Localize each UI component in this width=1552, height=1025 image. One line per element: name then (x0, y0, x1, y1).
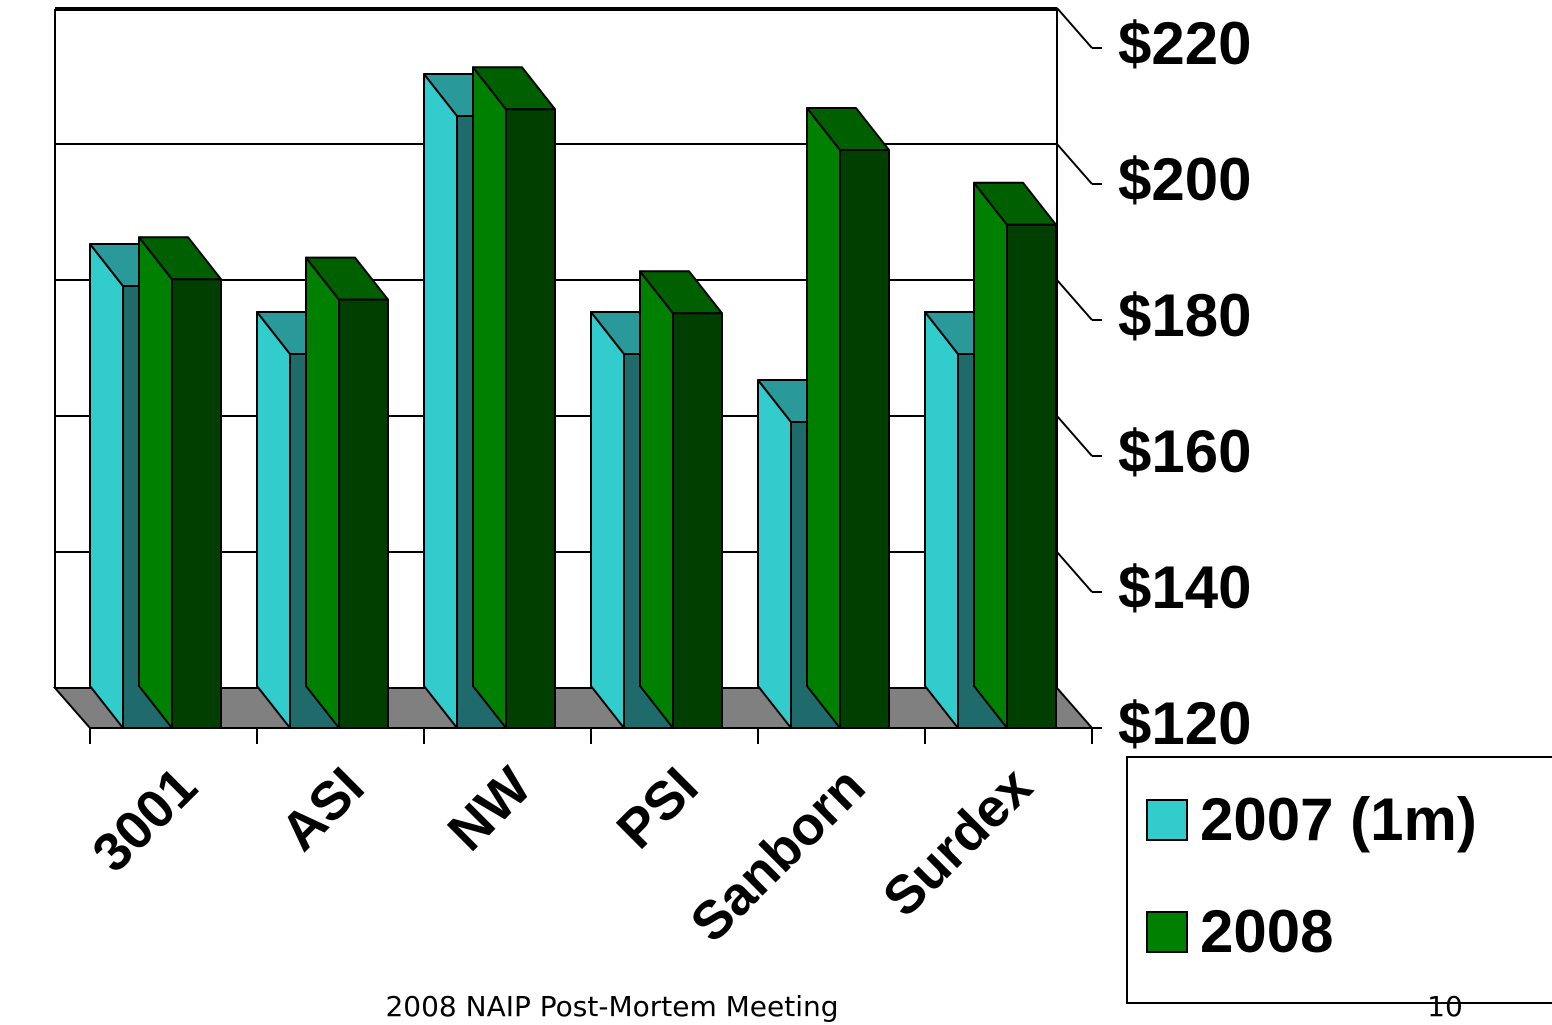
y-tick-label: $140 (1118, 554, 1251, 621)
bar-side (256, 311, 291, 729)
bar-face (839, 149, 890, 729)
bar (138, 236, 222, 729)
bar-side (639, 270, 674, 729)
x-tick-label: ASI (269, 756, 375, 862)
bar (806, 107, 890, 729)
bar-side (138, 236, 173, 729)
bar-face (672, 312, 723, 729)
side-grid-line (1056, 551, 1093, 593)
y-tick-label: $120 (1118, 690, 1251, 757)
side-grid-line (1056, 143, 1093, 185)
x-tick-label: PSI (606, 756, 710, 860)
x-tick-label: 3001 (81, 756, 208, 883)
bar-face (171, 278, 222, 729)
bar-side (924, 311, 959, 729)
bar-side (305, 256, 340, 729)
page-number: 10 (1427, 990, 1463, 1023)
bar (639, 270, 723, 729)
bar (973, 181, 1057, 729)
y-tick-label: $220 (1118, 10, 1251, 77)
legend-swatch (1146, 799, 1188, 841)
bar-side (89, 243, 124, 729)
side-grid-line (1056, 415, 1093, 457)
bar-face (338, 298, 389, 729)
bar-face (505, 108, 556, 729)
bar-side (757, 379, 792, 729)
legend-label: 2007 (1m) (1200, 786, 1477, 853)
legend-label: 2008 (1200, 898, 1333, 965)
bar-side (590, 311, 625, 729)
y-tick-label: $180 (1118, 282, 1251, 349)
bar (472, 66, 556, 729)
legend (1126, 756, 1552, 1004)
x-tick-label: Surdex (872, 756, 1044, 928)
legend-swatch (1146, 911, 1188, 953)
side-grid-line (1056, 7, 1093, 49)
x-tick-label: NW (437, 756, 543, 862)
bar-side (806, 107, 841, 729)
side-grid-line (1056, 279, 1093, 321)
bar-face (1006, 223, 1057, 729)
footer-text: 2008 NAIP Post-Mortem Meeting (385, 990, 838, 1023)
x-tick-label: Sanborn (679, 756, 876, 953)
bar-side (423, 73, 458, 729)
bar-side (472, 66, 507, 729)
y-tick-label: $160 (1118, 418, 1251, 485)
bar (305, 256, 389, 729)
bar-side (973, 181, 1008, 729)
y-tick-label: $200 (1118, 146, 1251, 213)
